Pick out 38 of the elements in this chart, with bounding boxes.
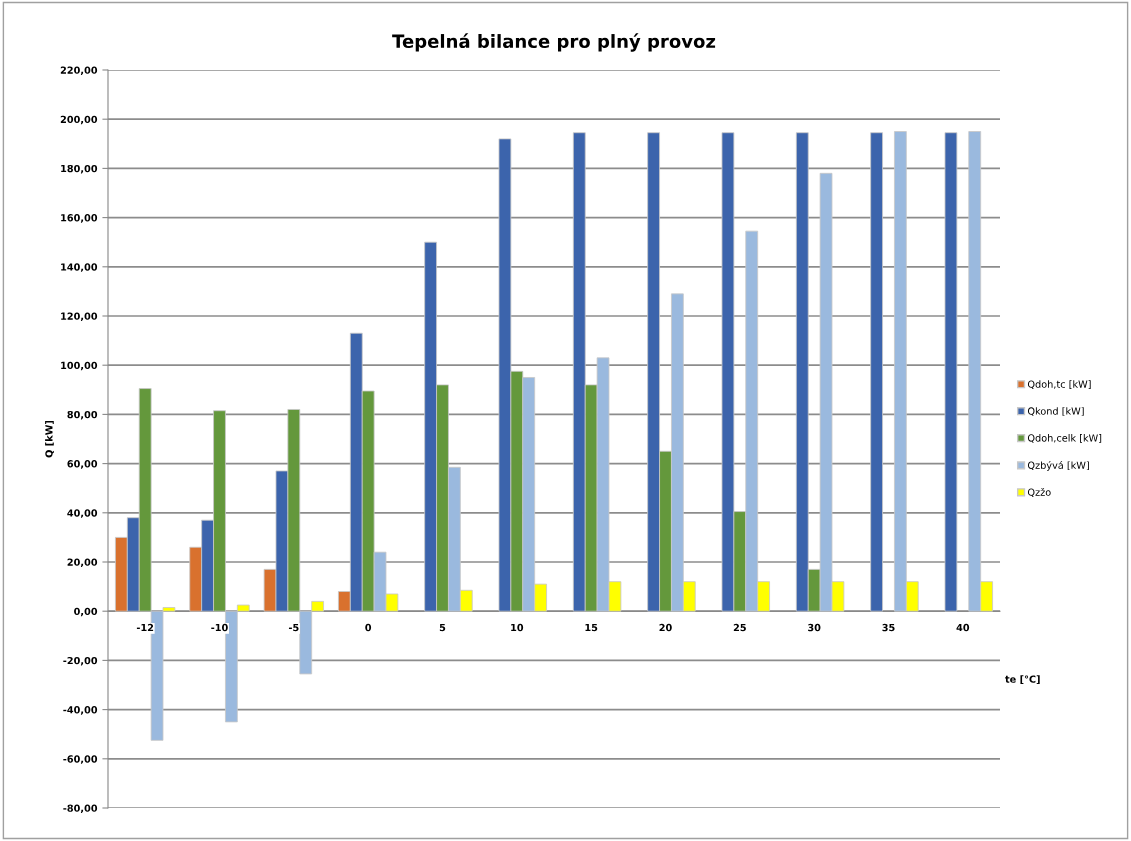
bar — [944, 132, 958, 612]
x-tick-label: 5 — [439, 624, 446, 632]
x-tick-label: 0 — [365, 623, 372, 632]
y-tick-label: 220,00 — [60, 66, 98, 76]
x-axis-title: te [°C] — [1005, 675, 1040, 684]
y-tick-label: -20,00 — [63, 656, 98, 666]
y-axis-title: Q [kW] — [45, 420, 54, 458]
legend-label: Qkond [kW] — [1027, 407, 1084, 416]
y-tick-label: -40,00 — [63, 706, 98, 715]
x-tick-label: 35 — [882, 623, 895, 632]
y-tick-label: 60,00 — [67, 460, 98, 469]
x-tick-label: 40 — [956, 623, 970, 632]
y-tick-label: 40,00 — [67, 509, 98, 518]
y-tick-label: 140,00 — [61, 263, 98, 272]
y-tick-label: -80,00 — [63, 804, 98, 814]
x-tick-label: 30 — [808, 623, 821, 632]
legend-label: Qzbývá [kW] — [1027, 461, 1089, 471]
x-tick-label: -12 — [136, 623, 154, 632]
legend-label: Qdoh,tc [kW] — [1027, 380, 1091, 389]
y-tick-label: 0,00 — [74, 607, 98, 617]
x-tick-label: 20 — [659, 623, 672, 632]
legend-label: Qdoh,celk [kW] — [1027, 434, 1102, 443]
y-tick-label: 120,00 — [61, 312, 98, 322]
y-tick-label: 20,00 — [67, 558, 98, 568]
bar — [870, 132, 883, 612]
y-tick-label: 200,00 — [60, 115, 98, 125]
y-tick-label: 80,00 — [67, 410, 98, 420]
x-tick-label: 15 — [585, 624, 598, 632]
chart-title: Tepelná bilance pro plný provoz — [392, 33, 716, 52]
x-tick-label: 25 — [733, 623, 746, 632]
y-tick-label: 160,00 — [61, 214, 98, 223]
y-tick-label: -60,00 — [63, 755, 98, 764]
x-tick-label: -10 — [211, 623, 228, 632]
y-tick-label: 100,00 — [61, 361, 98, 371]
y-tick-label: 180,00 — [61, 164, 98, 174]
x-tick-label: 10 — [511, 623, 524, 632]
legend-label: Qzžo — [1027, 487, 1051, 497]
x-tick-label: -5 — [288, 624, 299, 632]
